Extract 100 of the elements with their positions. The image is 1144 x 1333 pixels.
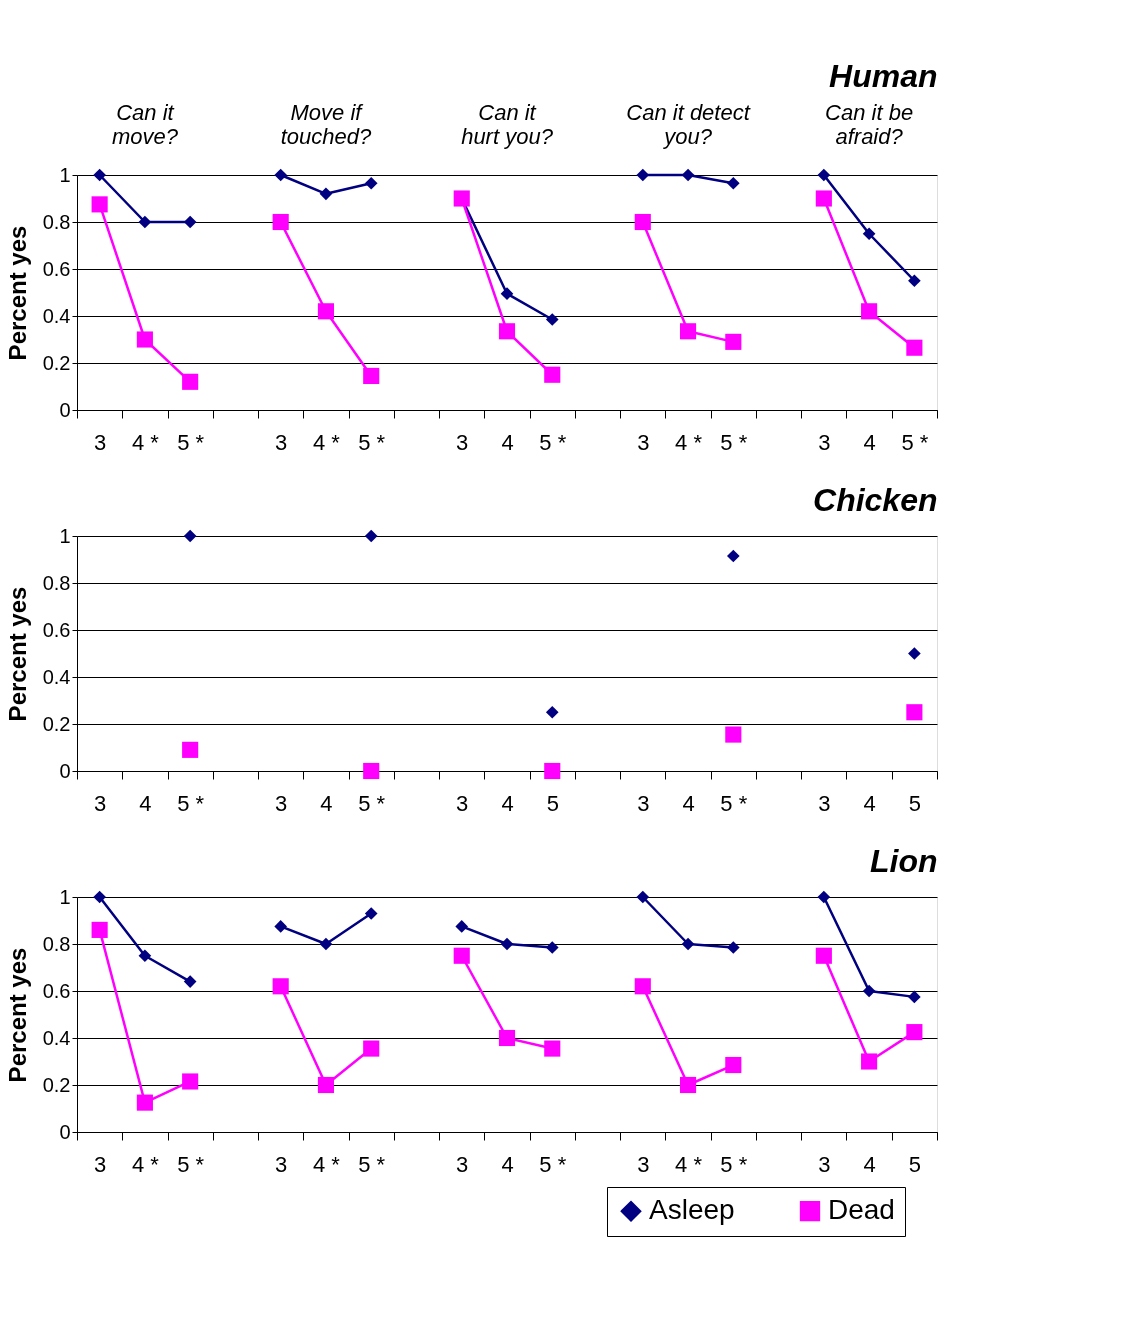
y-tick-label: 0.4 <box>42 304 71 327</box>
y-axis-title: Percent yes <box>3 225 31 361</box>
point <box>138 949 152 963</box>
x-tick-label: 4 * <box>131 429 160 455</box>
point <box>93 168 106 182</box>
y-tick-label: 0.4 <box>42 1026 71 1049</box>
point <box>183 215 197 229</box>
y-tick-label: 0.8 <box>42 210 71 233</box>
x-tick-label: 4 * <box>131 1151 160 1177</box>
y-tick-label: 0.6 <box>42 257 71 280</box>
x-tick-label: 4 <box>501 790 514 816</box>
x-tick-label: 4 * <box>675 1151 703 1177</box>
point <box>500 287 514 300</box>
point <box>908 990 921 1004</box>
x-tick-label: 5 * <box>901 429 929 455</box>
x-tick-label: 4 <box>863 790 876 816</box>
point <box>861 303 878 320</box>
point <box>182 373 199 390</box>
x-tick-label: 5 * <box>358 790 386 816</box>
x-tick-label: 4 <box>320 790 333 816</box>
x-tick-label: 5 * <box>177 1151 205 1177</box>
point <box>908 274 921 288</box>
point <box>681 168 695 182</box>
y-tick-label: 0.8 <box>42 932 71 955</box>
point <box>636 168 650 182</box>
x-tick-label: 4 <box>682 790 695 816</box>
point <box>725 333 742 350</box>
x-tick-label: 3 <box>94 790 107 816</box>
text: Can it detect you? <box>626 100 751 149</box>
y-tick-label: 0.2 <box>42 1073 71 1096</box>
point <box>544 1040 561 1057</box>
y-tick-label: 1 <box>59 885 71 908</box>
point <box>726 549 740 563</box>
x-tick-label: 5 <box>908 1151 921 1177</box>
point <box>634 978 651 995</box>
point <box>364 176 378 190</box>
point <box>498 323 516 340</box>
point <box>679 1076 697 1094</box>
point <box>817 168 831 182</box>
x-tick-label: 5 <box>908 790 921 816</box>
x-tick-label: 3 <box>818 429 831 455</box>
point <box>319 937 333 951</box>
point <box>636 890 650 904</box>
point <box>364 907 378 920</box>
x-tick-label: 5 * <box>358 1151 386 1177</box>
x-tick-label: 4 <box>863 429 876 455</box>
point <box>91 196 108 213</box>
legend-label: Dead <box>828 1194 895 1226</box>
x-tick-label: 3 <box>818 1151 831 1177</box>
point <box>544 366 561 383</box>
point <box>91 921 108 938</box>
chart-title: Chicken <box>813 482 938 518</box>
point <box>274 168 288 182</box>
x-tick-label: 4 <box>501 429 514 455</box>
point <box>453 947 470 964</box>
legend-label: Asleep <box>649 1194 735 1226</box>
x-tick-label: 4 * <box>312 429 341 455</box>
y-tick-label: 0.2 <box>42 351 71 374</box>
y-tick-label: 0 <box>59 759 71 782</box>
y-axis-title: Percent yes <box>3 586 31 722</box>
point <box>861 1053 878 1070</box>
x-tick-label: 3 <box>456 1151 469 1177</box>
x-tick-label: 5 * <box>720 1151 748 1177</box>
y-tick-label: 1 <box>59 524 71 547</box>
point <box>681 937 695 951</box>
x-tick-label: 3 <box>94 1151 107 1177</box>
x-tick-label: 3 <box>637 429 650 455</box>
x-tick-label: 5 * <box>177 790 205 816</box>
point <box>908 647 921 660</box>
point <box>545 941 559 954</box>
y-tick-label: 0.2 <box>42 712 71 735</box>
point <box>725 1056 742 1074</box>
text: Can it hurt you? <box>461 100 554 149</box>
point <box>544 762 561 780</box>
point <box>679 323 697 340</box>
x-tick-label: 3 <box>818 790 831 816</box>
x-tick-label: 5 * <box>177 429 205 455</box>
point <box>815 947 832 964</box>
point <box>363 1040 380 1057</box>
y-tick-label: 0.6 <box>42 979 71 1002</box>
x-tick-label: 5 <box>546 790 559 816</box>
point <box>138 215 152 229</box>
x-tick-label: 4 <box>501 1151 514 1177</box>
y-tick-label: 1 <box>59 163 71 186</box>
x-tick-label: 5 * <box>720 790 748 816</box>
point <box>815 190 832 207</box>
point <box>136 331 153 348</box>
text: Can it move? <box>111 100 179 149</box>
point <box>274 920 288 933</box>
point <box>363 762 380 780</box>
point <box>906 1024 923 1041</box>
y-tick-label: 0.8 <box>42 571 71 594</box>
point <box>726 176 740 190</box>
point <box>272 213 289 231</box>
point <box>364 529 378 543</box>
x-tick-label: 3 <box>275 790 288 816</box>
x-tick-label: 3 <box>456 790 469 816</box>
point <box>634 213 651 231</box>
point <box>500 937 514 951</box>
point <box>317 1076 335 1094</box>
